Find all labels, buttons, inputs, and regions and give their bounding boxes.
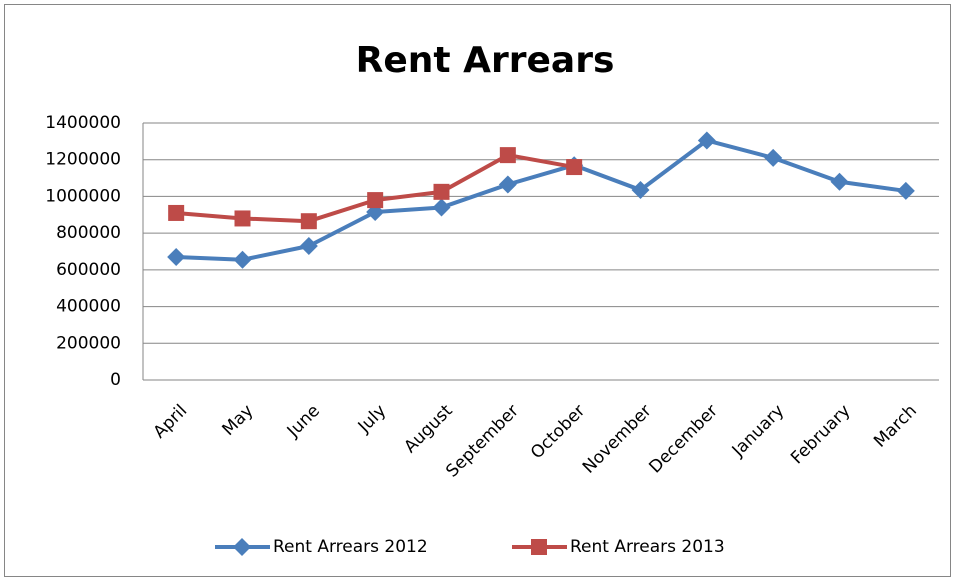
legend-marker (531, 539, 547, 555)
y-tick-label: 600000 (56, 260, 121, 280)
data-point (233, 250, 252, 269)
y-tick-label: 800000 (56, 223, 121, 243)
data-point (764, 148, 783, 167)
data-point (433, 183, 450, 200)
data-point (499, 147, 516, 164)
data-point (367, 192, 384, 209)
data-point (896, 181, 915, 200)
data-point (631, 181, 650, 200)
data-point (234, 210, 251, 227)
data-point (697, 131, 716, 150)
chart-title: Rent Arrears (356, 40, 615, 81)
data-point (167, 248, 186, 267)
data-point (830, 172, 849, 191)
legend-marker (233, 538, 251, 556)
data-point (432, 198, 451, 217)
data-point (299, 236, 318, 255)
chart-frame (4, 4, 951, 577)
y-tick-label: 1000000 (45, 186, 121, 206)
y-tick-label: 400000 (56, 297, 121, 317)
series-line (176, 138, 907, 262)
data-point (498, 175, 517, 194)
y-tick-label: 200000 (56, 333, 121, 353)
legend-label: Rent Arrears 2013 (570, 537, 725, 557)
data-point (566, 159, 583, 176)
y-tick-label: 1400000 (45, 113, 121, 133)
data-point (300, 213, 317, 230)
y-tick-label: 0 (110, 370, 121, 390)
y-tick-label: 1200000 (45, 150, 121, 170)
data-point (168, 204, 185, 221)
legend-label: Rent Arrears 2012 (273, 537, 428, 557)
